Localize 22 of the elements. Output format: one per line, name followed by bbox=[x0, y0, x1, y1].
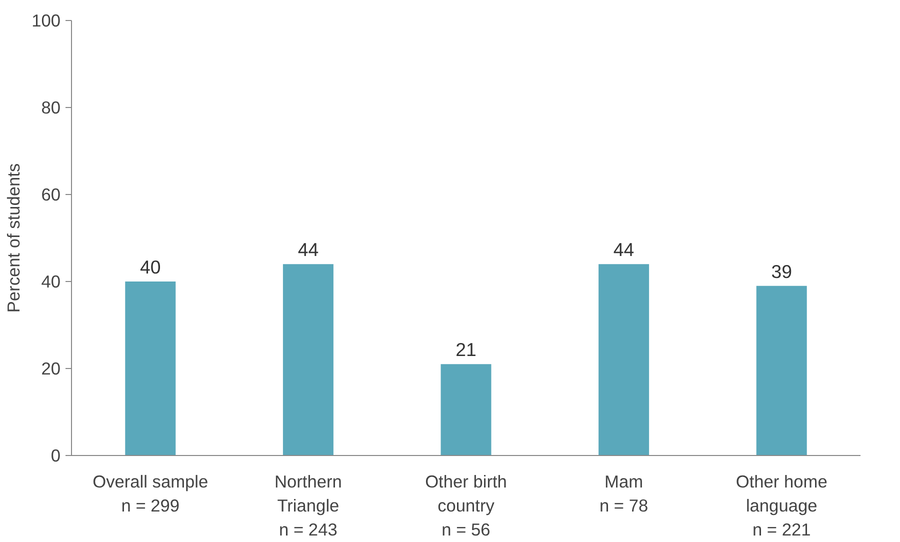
y-axis-title: Percent of students bbox=[4, 163, 24, 313]
bar bbox=[125, 282, 176, 456]
data-label: 21 bbox=[456, 339, 476, 360]
y-tick-label: 100 bbox=[32, 10, 61, 30]
data-label: 44 bbox=[613, 239, 634, 260]
y-tick-label: 80 bbox=[41, 98, 61, 118]
y-tick-label: 20 bbox=[41, 358, 61, 378]
x-tick-label: Overall sample n = 299 bbox=[92, 472, 208, 516]
x-tick-label: Mam n = 78 bbox=[599, 472, 648, 516]
data-label: 39 bbox=[771, 260, 792, 282]
bar bbox=[756, 286, 807, 456]
x-tick-label: Northern Triangle n = 243 bbox=[274, 472, 342, 540]
x-tick-label: Other home language n = 221 bbox=[736, 472, 828, 540]
y-tick-label: 60 bbox=[41, 184, 61, 204]
x-tick-label: Other birth country n = 56 bbox=[425, 472, 507, 540]
data-label: 40 bbox=[140, 256, 161, 278]
data-label: 44 bbox=[298, 239, 319, 260]
bar bbox=[598, 264, 650, 456]
bar bbox=[440, 364, 492, 456]
bar bbox=[282, 264, 334, 456]
y-tick-label: 40 bbox=[41, 272, 61, 292]
y-tick-label: 0 bbox=[50, 446, 61, 466]
